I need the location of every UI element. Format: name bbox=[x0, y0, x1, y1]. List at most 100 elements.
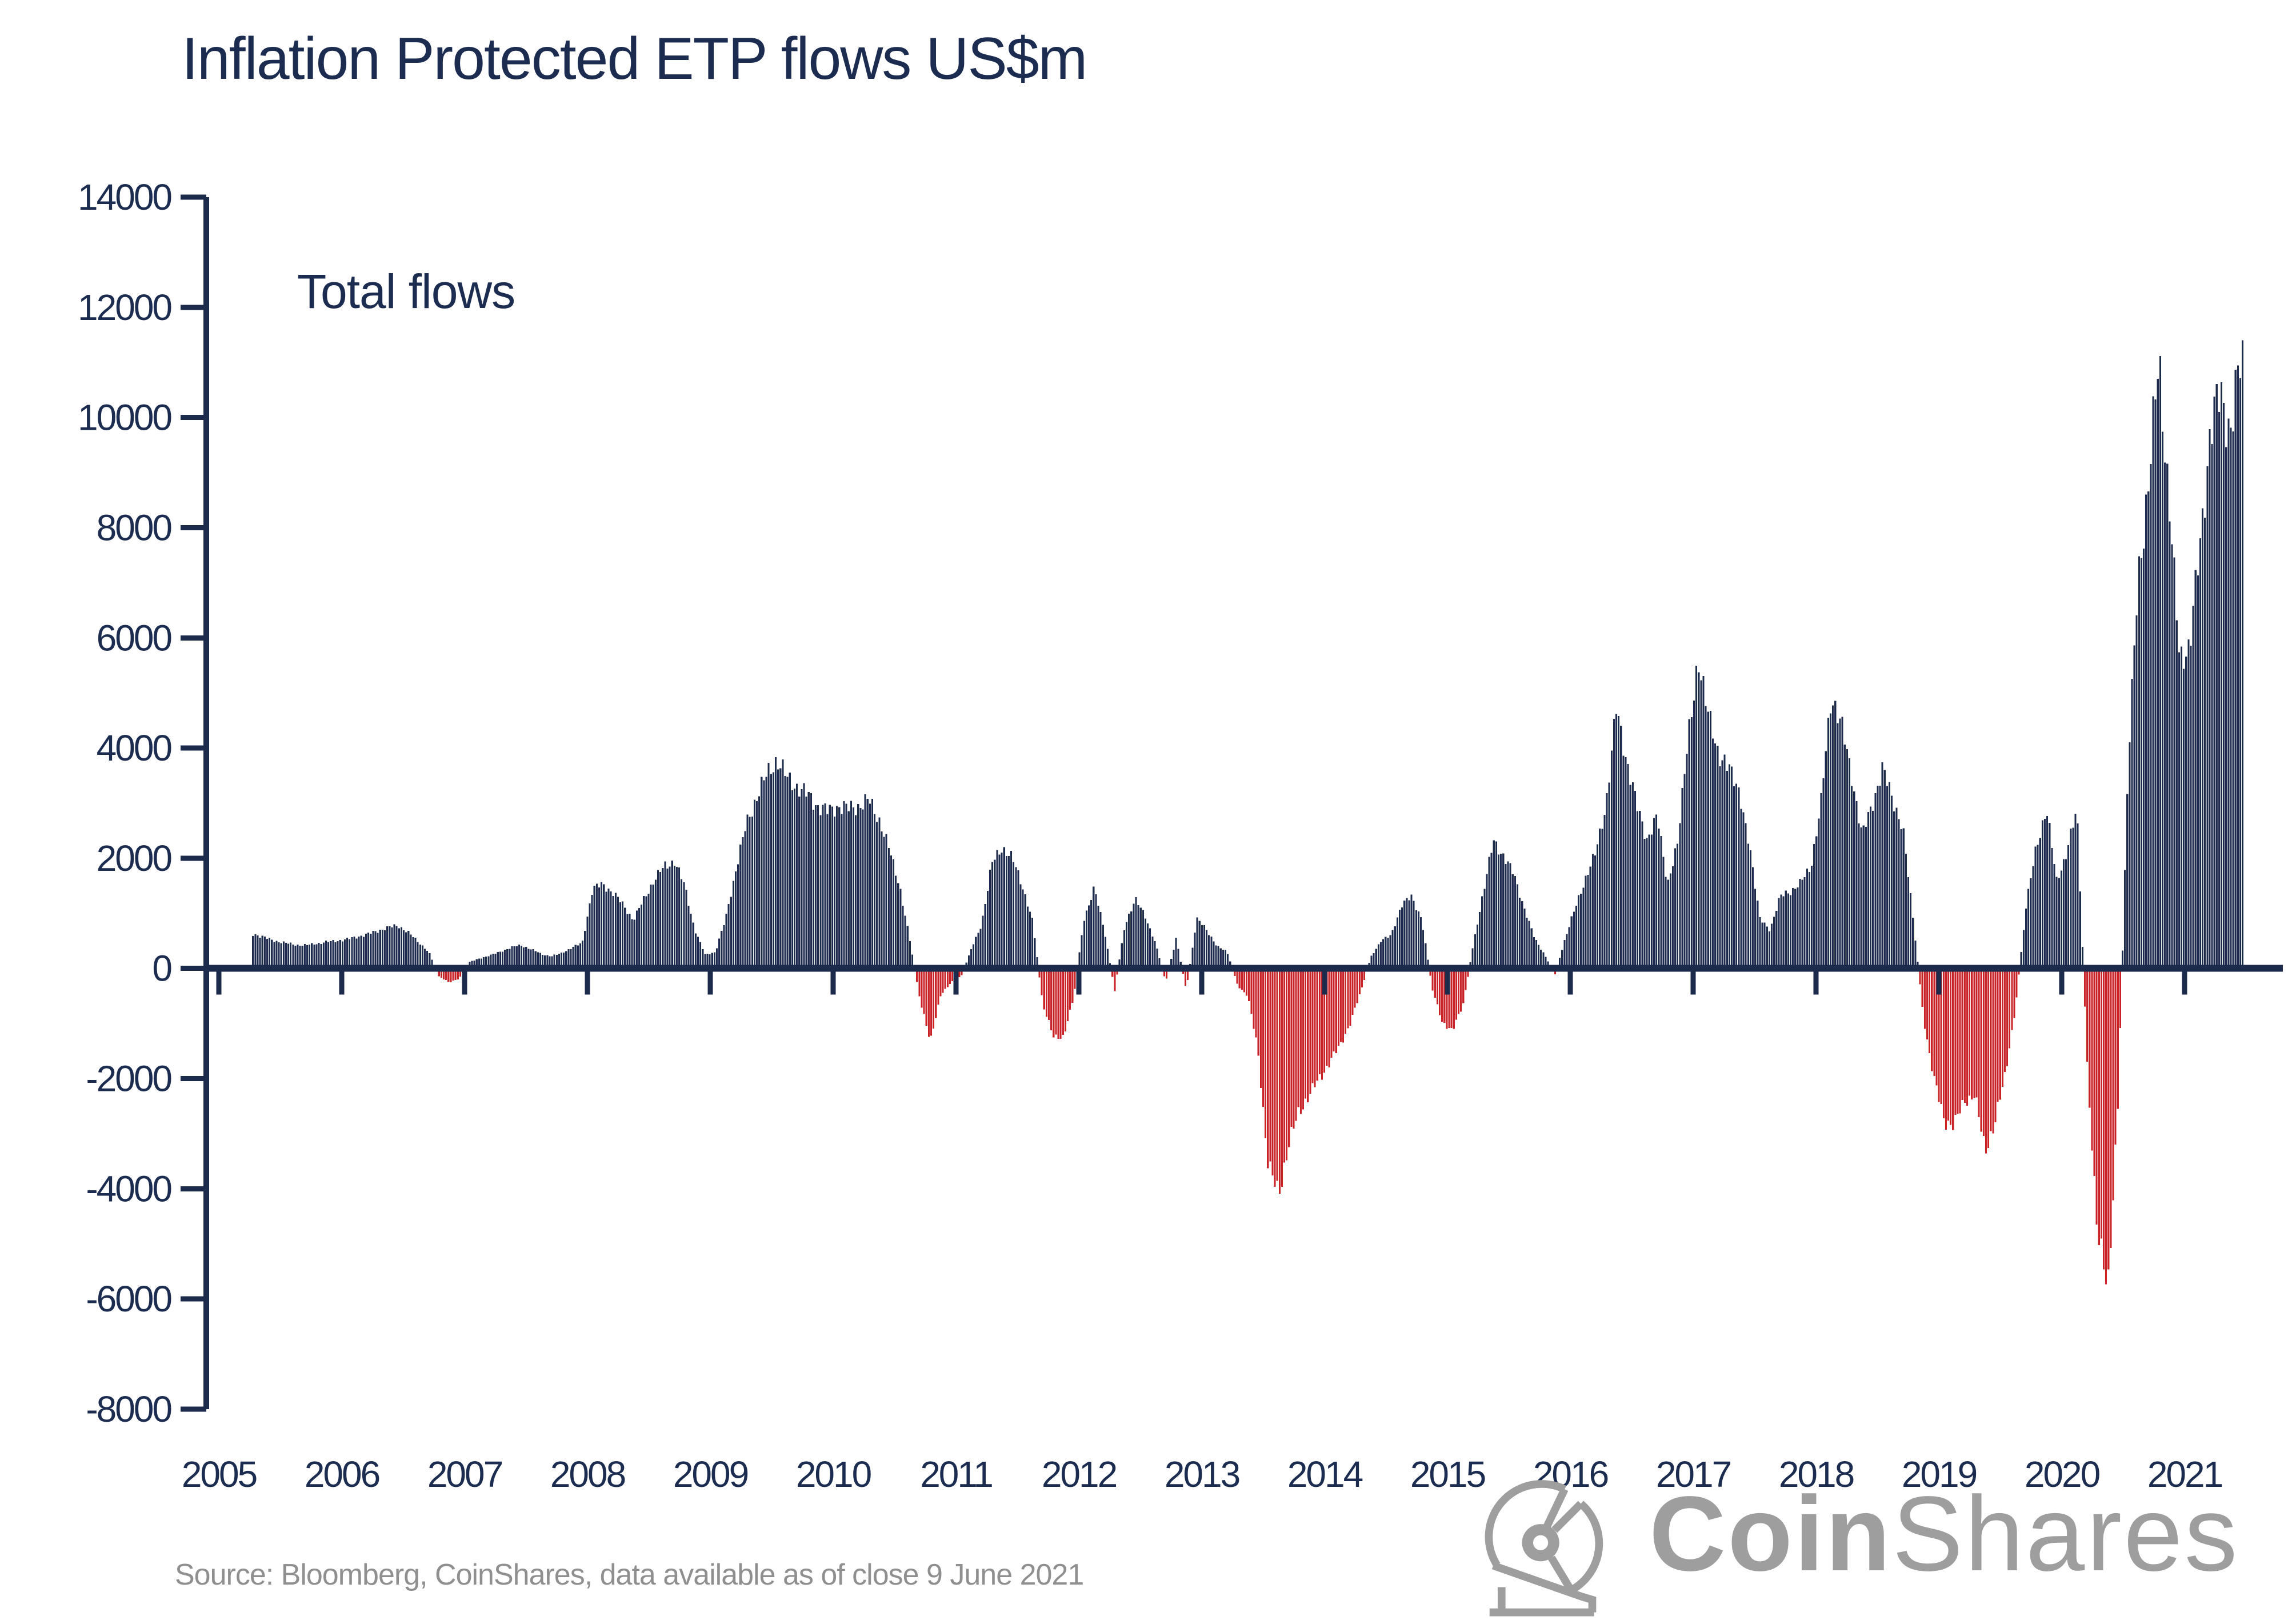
flow-bar-positive bbox=[1620, 726, 1622, 969]
flow-bar-negative bbox=[1163, 968, 1165, 977]
flow-bar-negative bbox=[1926, 968, 1929, 1040]
flow-bar-positive bbox=[1674, 848, 1677, 969]
flow-bar-negative bbox=[440, 968, 442, 978]
flow-bar-negative bbox=[2089, 968, 2091, 1108]
flow-bar-positive bbox=[389, 926, 391, 969]
flow-bar-positive bbox=[2140, 558, 2142, 969]
flow-bar-positive bbox=[1516, 884, 1519, 969]
y-axis-label: 8000 bbox=[97, 507, 172, 548]
flow-bar-positive bbox=[579, 943, 582, 969]
flow-bar-negative bbox=[452, 968, 454, 981]
flow-bar-positive bbox=[1125, 922, 1128, 969]
x-axis-tick bbox=[1445, 968, 1450, 995]
flow-bar-positive bbox=[1403, 901, 1406, 969]
series-label: Total flows bbox=[297, 265, 515, 318]
flow-bar-positive bbox=[866, 799, 869, 969]
flow-bar-positive bbox=[1566, 934, 1568, 969]
flow-bar-positive bbox=[633, 919, 635, 969]
x-axis-tick bbox=[1813, 968, 1819, 995]
flow-bar-negative bbox=[445, 968, 447, 980]
flow-bar-positive bbox=[652, 885, 654, 969]
flow-bar-positive bbox=[1669, 873, 1671, 969]
flow-bar-negative bbox=[951, 968, 954, 982]
flow-bar-positive bbox=[826, 814, 829, 969]
flow-bar-positive bbox=[349, 939, 351, 969]
flow-bar-positive bbox=[1078, 952, 1081, 969]
flow-bar-positive bbox=[506, 949, 509, 969]
flow-bar-positive bbox=[1778, 898, 1780, 969]
flow-bar-positive bbox=[1641, 821, 1643, 969]
flow-bar-positive bbox=[624, 907, 626, 969]
flow-bar-negative bbox=[1963, 968, 1966, 1103]
flow-bar-positive bbox=[1029, 911, 1031, 969]
flow-bar-positive bbox=[309, 945, 311, 969]
flow-bar-negative bbox=[1038, 968, 1041, 978]
flow-bar-positive bbox=[1219, 948, 1222, 969]
flow-bar-positive bbox=[871, 798, 873, 969]
flow-bar-positive bbox=[765, 777, 767, 969]
flow-bar-positive bbox=[645, 896, 647, 969]
flow-bar-positive bbox=[1005, 856, 1007, 969]
flow-bar-positive bbox=[598, 887, 601, 969]
flow-bar-positive bbox=[313, 945, 315, 969]
flow-bar-positive bbox=[1655, 814, 1658, 969]
flow-bar-positive bbox=[1770, 923, 1773, 969]
flow-bar-positive bbox=[1717, 746, 1719, 969]
flow-bar-positive bbox=[772, 772, 774, 969]
flow-bar-positive bbox=[1891, 795, 1893, 969]
flow-bar-negative bbox=[1250, 968, 1253, 1014]
flow-bar-positive bbox=[2166, 463, 2169, 969]
flow-bar-positive bbox=[756, 801, 758, 969]
flow-bar-negative bbox=[1354, 968, 1356, 1008]
flow-bar-positive bbox=[1087, 905, 1090, 969]
flow-bar-positive bbox=[975, 937, 977, 969]
flow-bar-positive bbox=[1175, 938, 1177, 969]
flow-bar-positive bbox=[1587, 875, 1589, 969]
x-axis-label: 2007 bbox=[427, 1454, 502, 1495]
flow-bar-positive bbox=[1679, 823, 1681, 969]
flow-bar-positive bbox=[1013, 862, 1015, 969]
flow-bar-negative bbox=[2091, 968, 2093, 1151]
flow-bar-positive bbox=[520, 946, 523, 969]
flow-bar-positive bbox=[1142, 910, 1144, 969]
flow-bar-positive bbox=[786, 777, 789, 969]
flow-bar-positive bbox=[595, 883, 598, 969]
flow-bar-negative bbox=[1940, 968, 1942, 1105]
flow-bar-positive bbox=[2197, 575, 2199, 969]
flow-bar-positive bbox=[1370, 955, 1373, 969]
flow-bar-positive bbox=[337, 941, 339, 969]
flow-bar-positive bbox=[1900, 829, 1902, 969]
flow-bar-positive bbox=[2164, 462, 2166, 969]
flow-bar-positive bbox=[1721, 760, 1723, 969]
flow-bar-positive bbox=[565, 951, 567, 969]
flow-bar-positive bbox=[1747, 843, 1749, 969]
flow-bar-positive bbox=[2053, 863, 2055, 969]
flow-bar-positive bbox=[704, 954, 706, 969]
flow-bar-negative bbox=[1349, 968, 1351, 1026]
flow-bar-negative bbox=[1246, 968, 1248, 996]
flow-bar-positive bbox=[1634, 791, 1637, 969]
flow-bar-positive bbox=[1196, 917, 1198, 969]
flow-bar-positive bbox=[906, 926, 909, 969]
flow-bar-positive bbox=[1519, 898, 1521, 969]
flow-bar-positive bbox=[534, 951, 537, 969]
flow-bar-positive bbox=[617, 897, 619, 969]
flow-bar-positive bbox=[1898, 819, 1900, 969]
flow-bar-positive bbox=[793, 789, 796, 969]
flow-bar-negative bbox=[1921, 968, 1923, 1007]
flow-bar-positive bbox=[899, 889, 902, 969]
flow-bar-positive bbox=[664, 861, 666, 969]
flow-bar-negative bbox=[1066, 968, 1069, 1022]
x-axis-label: 2021 bbox=[2147, 1454, 2222, 1495]
flow-bar-positive bbox=[492, 954, 494, 969]
flow-bar-negative bbox=[1064, 968, 1066, 1031]
flow-bar-positive bbox=[822, 805, 824, 969]
flow-bar-positive bbox=[1417, 911, 1419, 969]
flow-bar-positive bbox=[1723, 754, 1726, 969]
flow-bar-positive bbox=[2213, 397, 2215, 969]
y-axis-tick bbox=[181, 1186, 206, 1191]
x-axis-tick bbox=[2059, 968, 2065, 995]
flow-bar-positive bbox=[549, 956, 551, 969]
flow-bar-positive bbox=[2223, 403, 2225, 969]
flow-bar-positive bbox=[2161, 431, 2164, 969]
